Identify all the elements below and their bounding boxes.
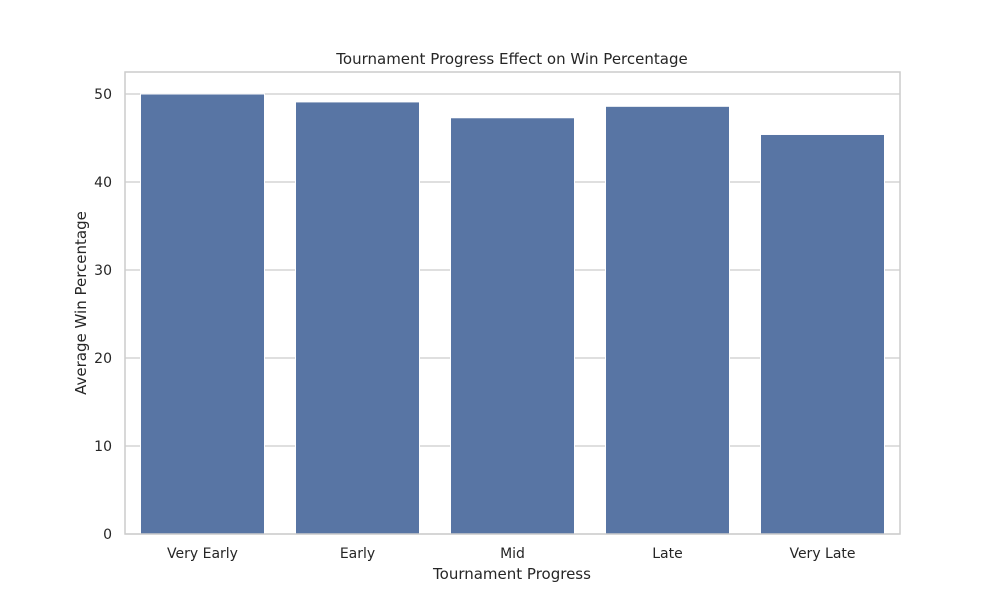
y-tick-label: 0 bbox=[103, 527, 112, 543]
y-tick-label: 30 bbox=[94, 263, 112, 279]
bar-early bbox=[295, 101, 420, 535]
y-tick-label: 20 bbox=[94, 351, 112, 367]
x-tick-label: Late bbox=[652, 546, 682, 562]
bar-late bbox=[605, 105, 730, 535]
x-tick-label: Very Early bbox=[167, 546, 238, 562]
y-axis-label: Average Win Percentage bbox=[72, 211, 90, 395]
bar-very-late bbox=[760, 133, 885, 535]
bar-very-early bbox=[140, 93, 265, 535]
x-tick-labels: Very Early Early Mid Late Very Late bbox=[167, 546, 856, 562]
y-tick-label: 40 bbox=[94, 175, 112, 191]
y-tick-label: 50 bbox=[94, 87, 112, 103]
x-tick-label: Mid bbox=[500, 546, 525, 562]
bars bbox=[140, 93, 885, 535]
bar-mid bbox=[450, 117, 575, 535]
y-tick-label: 10 bbox=[94, 439, 112, 455]
plot-frame bbox=[124, 71, 901, 535]
y-tick-labels: 0 10 20 30 40 50 bbox=[94, 87, 112, 543]
x-tick-label: Very Late bbox=[789, 546, 855, 562]
chart-title: Tournament Progress Effect on Win Percen… bbox=[335, 50, 687, 68]
x-tick-label: Early bbox=[340, 546, 375, 562]
x-axis-label: Tournament Progress bbox=[432, 565, 591, 583]
